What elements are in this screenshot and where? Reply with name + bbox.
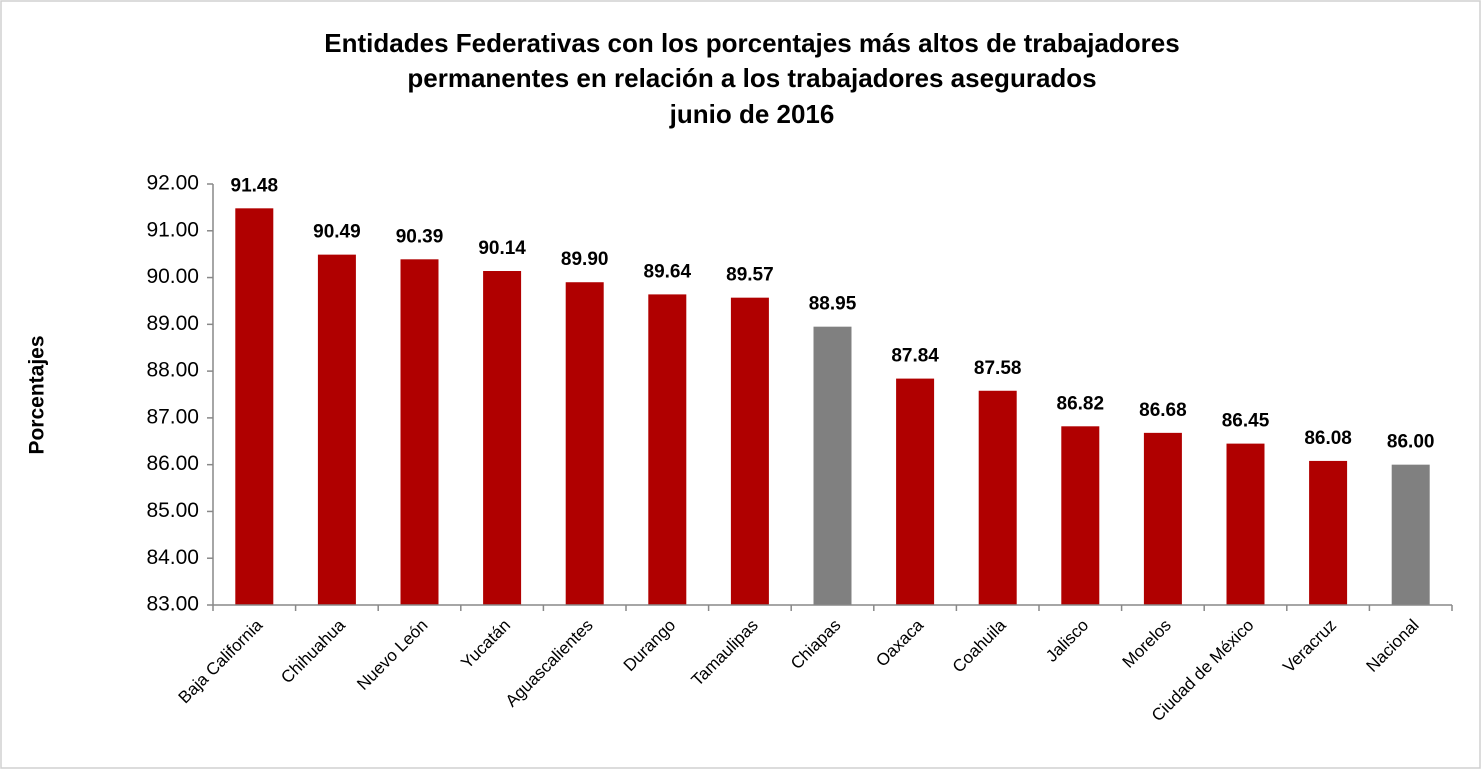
- bar: [1061, 426, 1100, 605]
- y-tick-label: 84.00: [146, 546, 199, 569]
- data-label: 86.82: [1057, 393, 1105, 414]
- y-axis-label: Porcentajes: [26, 335, 49, 454]
- data-label: 89.90: [561, 249, 609, 270]
- data-label: 86.00: [1387, 432, 1435, 453]
- y-tick-label: 88.00: [146, 359, 199, 382]
- bar: [317, 254, 356, 605]
- bar: [235, 208, 274, 605]
- y-tick-label: 92.00: [146, 172, 199, 195]
- data-label: 89.64: [644, 261, 692, 282]
- data-label: 90.39: [396, 226, 444, 247]
- y-tick-label: 89.00: [146, 312, 199, 335]
- bar: [896, 378, 935, 605]
- data-label: 90.14: [478, 238, 526, 259]
- data-label: 88.95: [809, 294, 857, 315]
- y-tick-label: 90.00: [146, 265, 199, 288]
- y-tick-label: 83.00: [146, 593, 199, 616]
- data-label: 90.49: [313, 222, 361, 243]
- bar: [1309, 460, 1348, 605]
- y-tick-label: 85.00: [146, 499, 199, 522]
- data-label: 86.45: [1222, 411, 1270, 432]
- y-tick-label: 91.00: [146, 218, 199, 241]
- bar: [483, 271, 522, 605]
- bar: [978, 390, 1017, 605]
- bar: [565, 282, 604, 605]
- data-label: 87.58: [974, 358, 1022, 379]
- bar: [648, 294, 687, 605]
- data-label: 91.48: [231, 175, 279, 196]
- y-tick-label: 86.00: [146, 452, 199, 475]
- bar: [813, 326, 852, 605]
- bar: [730, 297, 769, 605]
- data-label: 86.68: [1139, 400, 1187, 421]
- bar: [1391, 464, 1430, 605]
- data-label: 86.08: [1304, 428, 1352, 449]
- data-label: 87.84: [891, 346, 939, 367]
- bar: [1226, 443, 1265, 605]
- chart-title: permanentes en relación a los trabajador…: [407, 63, 1096, 93]
- bar: [400, 259, 439, 605]
- y-tick-label: 87.00: [146, 405, 199, 428]
- bar: [1143, 432, 1182, 605]
- data-label: 89.57: [726, 265, 774, 286]
- chart-title: junio de 2016: [669, 99, 835, 129]
- chart-title: Entidades Federativas con los porcentaje…: [324, 28, 1179, 58]
